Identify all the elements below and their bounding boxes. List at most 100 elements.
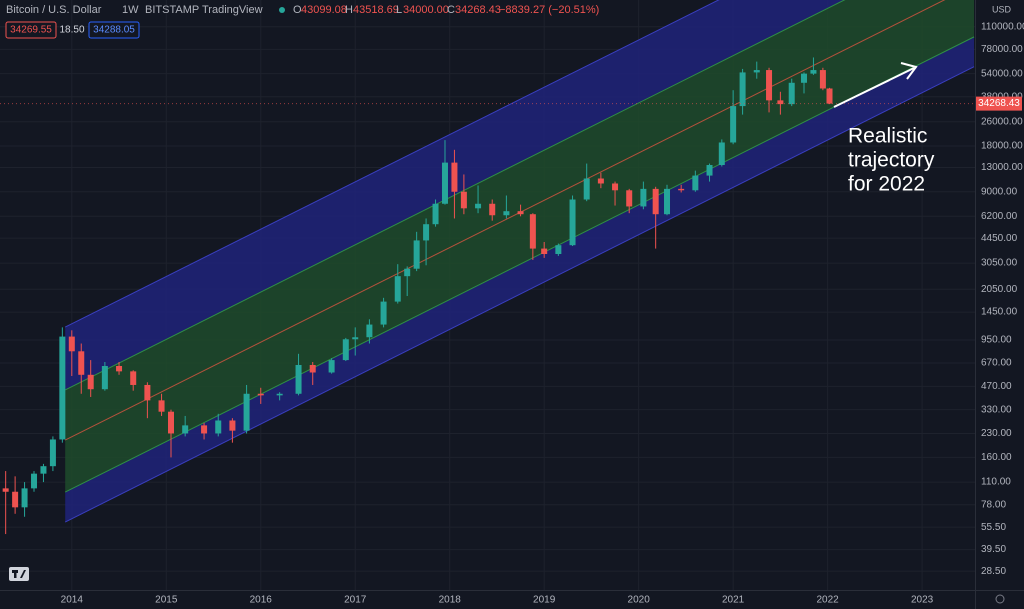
channel-line xyxy=(64,66,975,523)
candle-body xyxy=(692,175,699,191)
y-tick-label: 160.00 xyxy=(981,452,1012,463)
y-tick-label: 470.00 xyxy=(981,381,1012,392)
candle-body xyxy=(309,364,316,373)
candle-body xyxy=(87,374,94,390)
annotation: for 2022 xyxy=(848,173,925,196)
candle-body xyxy=(182,425,189,434)
y-tick-label: 54000.00 xyxy=(981,68,1023,79)
bid: 34269.55 xyxy=(10,25,52,36)
candle-body xyxy=(276,393,283,396)
settings-icon[interactable] xyxy=(995,594,1005,604)
last-price-label: 34268.43 xyxy=(978,98,1020,109)
change: −8839.27 (−20.51%) xyxy=(499,4,599,16)
candle-body xyxy=(404,268,411,277)
ohlc-value: 34000.00 xyxy=(403,4,449,16)
y-tick-label: 6200.00 xyxy=(981,211,1018,222)
y-tick-label: 670.00 xyxy=(981,358,1012,369)
candle-body xyxy=(116,366,123,372)
x-tick-label: 2021 xyxy=(722,595,745,606)
ask: 34288.05 xyxy=(93,25,135,36)
candle-body xyxy=(40,466,47,474)
symbol: Bitcoin / U.S. Dollar xyxy=(6,4,102,16)
candle-body xyxy=(753,70,760,73)
candle-body xyxy=(652,188,659,215)
y-tick-label: 110000.00 xyxy=(981,21,1024,32)
candle-body xyxy=(517,211,524,215)
candle-body xyxy=(12,491,19,508)
candle-body xyxy=(144,384,151,401)
candle-body xyxy=(68,336,75,352)
ohlc-key: H xyxy=(345,4,353,16)
y-tick-label: 78000.00 xyxy=(981,44,1023,55)
candle-body xyxy=(366,324,373,338)
candle-body xyxy=(243,393,250,431)
exchange: BITSTAMP xyxy=(145,4,199,16)
candle-body xyxy=(718,142,725,166)
y-tick-label: 9000.00 xyxy=(981,186,1018,197)
candle-body xyxy=(626,190,633,207)
candle-body xyxy=(158,400,165,412)
candle-body xyxy=(460,191,467,209)
candle-body xyxy=(555,245,562,254)
candle-body xyxy=(826,88,833,104)
channel-line xyxy=(64,0,720,328)
buy-box[interactable] xyxy=(88,21,140,39)
currency[interactable]: USD xyxy=(992,4,1012,14)
channel-band xyxy=(65,36,975,523)
y-tick-label: 28.50 xyxy=(981,566,1006,577)
arrow-head xyxy=(900,62,918,80)
candle-body xyxy=(201,425,208,434)
candle-body xyxy=(664,188,671,215)
candle-body xyxy=(432,203,439,225)
candle-body xyxy=(215,420,222,434)
spread: 18.50 xyxy=(59,25,84,36)
candle-body xyxy=(475,203,482,209)
candle-body xyxy=(529,214,536,249)
arrow xyxy=(833,67,915,108)
candle-body xyxy=(489,203,496,216)
sell-box[interactable] xyxy=(5,21,57,39)
candle-body xyxy=(380,301,387,325)
candle-body xyxy=(352,337,359,340)
candle-body xyxy=(257,393,264,396)
candle-body xyxy=(59,336,66,440)
candle-body xyxy=(21,488,28,508)
candle-body xyxy=(739,72,746,107)
y-tick-label: 78.00 xyxy=(981,499,1006,510)
source: TradingView xyxy=(202,4,263,16)
candle-body xyxy=(413,240,420,269)
status-dot xyxy=(279,7,285,13)
channel-line xyxy=(64,0,846,391)
candle-body xyxy=(2,488,9,492)
ohlc-key: C xyxy=(447,4,455,16)
y-tick-label: 110.00 xyxy=(981,477,1011,488)
x-tick-label: 2017 xyxy=(344,595,367,606)
y-tick-label: 950.00 xyxy=(981,335,1012,346)
annotation: trajectory xyxy=(848,149,935,172)
candle-body xyxy=(49,439,56,467)
candle-body xyxy=(441,162,448,204)
candle-body xyxy=(78,351,85,375)
candle-body xyxy=(229,420,236,431)
x-tick-label: 2020 xyxy=(628,595,651,606)
candle-body xyxy=(168,411,175,434)
x-tick-label: 2018 xyxy=(439,595,462,606)
candle-body xyxy=(503,211,510,216)
candle-body xyxy=(788,82,795,105)
y-tick-label: 3050.00 xyxy=(981,258,1018,269)
candle-body xyxy=(328,360,335,373)
candle-body xyxy=(777,100,784,105)
candle-body xyxy=(342,339,349,361)
ohlc-value: 34268.43 xyxy=(455,4,501,16)
y-tick-label: 4450.00 xyxy=(981,233,1018,244)
y-tick-label: 55.50 xyxy=(981,522,1006,533)
y-tick-label: 13000.00 xyxy=(981,162,1023,173)
candle-body xyxy=(451,162,458,192)
candle-body xyxy=(612,183,619,191)
ohlc-value: 43099.08 xyxy=(301,4,347,16)
candle-body xyxy=(800,73,807,83)
last-price-box xyxy=(976,96,1022,111)
y-tick-label: 330.00 xyxy=(981,404,1012,415)
candle-body xyxy=(730,106,737,143)
plot-area xyxy=(0,0,975,590)
